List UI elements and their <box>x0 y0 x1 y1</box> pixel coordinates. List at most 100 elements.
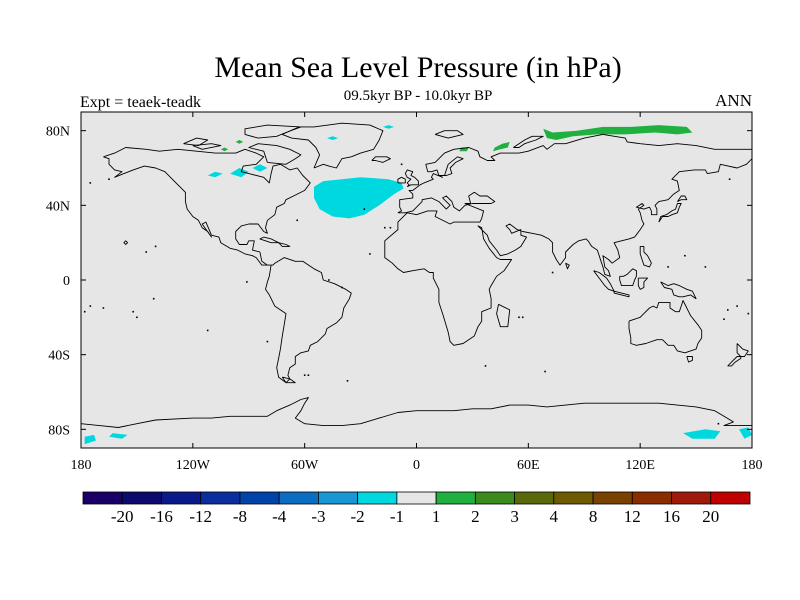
coastline-6 <box>371 156 391 163</box>
island-dot-36 <box>341 286 343 289</box>
colorbar-box-16 <box>710 491 751 505</box>
lat-tick-label: 80S <box>48 423 70 438</box>
map-panel: 180 120W 60W 0 60E 120E 180 80N 40N 0 40S 80S <box>46 111 763 473</box>
plot-title: Mean Sea Level Pressure (in hPa) <box>214 51 622 84</box>
island-dot-10 <box>736 305 738 307</box>
island-dot-2 <box>206 329 209 332</box>
island-dot-4 <box>89 305 92 307</box>
map-background <box>81 112 752 448</box>
island-dot-35 <box>728 178 731 180</box>
island-dot-29 <box>346 380 349 382</box>
coastline-10 <box>727 356 742 367</box>
island-dot-15 <box>389 226 392 229</box>
colorbar-label: -3 <box>311 507 325 526</box>
lon-tick-label: 60E <box>517 458 540 473</box>
island-dot-0 <box>145 251 147 253</box>
island-dot-8 <box>727 309 729 311</box>
island-dot-3 <box>136 316 138 319</box>
coastline-17 <box>660 281 697 300</box>
anomaly-antarctic-negative-1 <box>84 434 96 445</box>
colorbar-box-12 <box>553 491 594 505</box>
lon-tick-label: 0 <box>413 458 420 473</box>
lat-tick-label: 40N <box>46 199 70 214</box>
anomaly-antarctic-negative-3 <box>683 429 721 439</box>
colorbar-label: 20 <box>702 507 719 526</box>
colorbar-label: 2 <box>471 507 480 526</box>
island-dot-6 <box>83 310 86 313</box>
colorbar-box-15 <box>671 491 712 505</box>
colorbar-box-6 <box>318 491 359 505</box>
island-dot-18 <box>521 316 524 319</box>
coastline-21 <box>192 143 222 150</box>
island-dot-12 <box>363 208 366 210</box>
anomaly-greenland-positive-2 <box>220 147 229 152</box>
coastline-22 <box>244 124 302 139</box>
coastline-23 <box>183 137 209 147</box>
colorbar-label: 8 <box>589 507 598 526</box>
anomaly-canada-negative-3 <box>252 164 268 172</box>
colorbar-box-9 <box>435 491 476 505</box>
island-dot-25 <box>400 163 403 166</box>
coastline-4 <box>404 169 419 188</box>
anomaly-canada-negative-2 <box>230 168 249 178</box>
coastline-16 <box>637 277 649 290</box>
coastline-0 <box>103 147 352 384</box>
colorbar-box-2 <box>161 491 202 505</box>
colorbar-box-10 <box>474 491 515 505</box>
coastline-7 <box>628 300 703 354</box>
anomaly-antarctic-negative-2 <box>109 433 128 439</box>
experiment-label: Expt = teaek-teadk <box>80 94 201 111</box>
colorbar-label: -16 <box>150 507 173 526</box>
anomaly-canada-negative-1 <box>207 171 223 178</box>
plot-subtitle: 09.5kyr BP - 10.0kyr BP <box>343 88 493 104</box>
season-label: ANN <box>715 91 752 110</box>
island-dot-19 <box>246 281 248 283</box>
colorbar-box-0 <box>82 491 123 505</box>
coastline-31 <box>123 240 129 245</box>
island-dot-24 <box>704 266 707 268</box>
coastline-27 <box>278 242 291 247</box>
colorbar-label: -1 <box>390 507 404 526</box>
coastline-19 <box>80 397 752 428</box>
coastline-24 <box>434 130 464 139</box>
island-dot-34 <box>108 178 110 180</box>
coastline-5 <box>397 176 406 184</box>
island-dot-11 <box>296 219 298 222</box>
coastline-25 <box>513 135 544 148</box>
colorbar-box-13 <box>592 491 633 505</box>
coastline-29 <box>496 303 511 328</box>
anomaly-arctic-negative-2 <box>382 125 395 129</box>
anomaly-arctic-negative-1 <box>327 136 339 140</box>
island-dot-16 <box>551 271 554 274</box>
island-dots <box>83 163 750 425</box>
island-dot-37 <box>328 279 330 281</box>
island-dot-5 <box>102 307 105 309</box>
coastline-3 <box>438 156 464 176</box>
coastline-26 <box>259 236 280 244</box>
lat-tick-label: 80N <box>46 125 70 140</box>
island-dot-33 <box>89 182 92 184</box>
lon-tick-label: 120W <box>176 458 211 473</box>
coastline-20 <box>248 143 302 165</box>
colorbar-label: -20 <box>111 507 134 526</box>
colorbar-label: -2 <box>351 507 365 526</box>
colorbar-box-4 <box>239 491 280 505</box>
island-dot-9 <box>747 312 750 315</box>
island-dot-27 <box>303 374 306 376</box>
coastline-9 <box>736 343 749 357</box>
coastline-18 <box>639 245 652 268</box>
colorbar-label: 16 <box>663 507 680 526</box>
lon-tick-label: 180 <box>71 458 92 473</box>
lon-tick-label: 120E <box>625 458 655 473</box>
anomaly-kara-sea-positive <box>492 141 510 152</box>
colorbar-label: -8 <box>233 507 247 526</box>
colorbar-box-8 <box>396 491 437 505</box>
coastline-12 <box>677 195 688 203</box>
coastline-28 <box>281 376 296 384</box>
coastline-11 <box>658 203 682 223</box>
coastline-1 <box>281 122 384 169</box>
colorbar-label: 12 <box>624 507 641 526</box>
coastline-30 <box>565 262 570 270</box>
island-dot-7 <box>723 318 725 320</box>
